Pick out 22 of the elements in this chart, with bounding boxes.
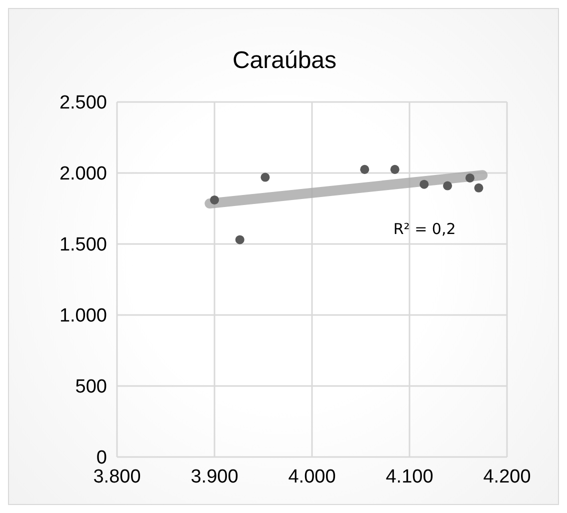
- x-tick-label: 3.900: [190, 466, 238, 488]
- y-tick-label: 1.000: [59, 306, 107, 327]
- x-tick-label: 4.000: [288, 466, 336, 488]
- point: [443, 181, 452, 190]
- point: [474, 183, 484, 192]
- y-tick-label: 2.000: [59, 164, 107, 185]
- y-tick-label: 1.500: [59, 234, 107, 256]
- point: [465, 173, 474, 182]
- point: [420, 180, 429, 189]
- y-tick-label: 500: [75, 376, 107, 398]
- x-tick-label: 3.800: [93, 466, 141, 488]
- x-tick-label: 4.100: [386, 466, 434, 488]
- point: [260, 172, 270, 182]
- annotation: R² = 0,2: [393, 220, 456, 238]
- point: [210, 195, 220, 204]
- x-tick-label: 4.200: [483, 466, 531, 488]
- point: [235, 235, 244, 244]
- point: [360, 164, 370, 174]
- point: [390, 164, 400, 174]
- y-tick-label: 2.500: [59, 92, 107, 114]
- y-tick-label: 0: [96, 448, 107, 469]
- chart-title: Caraúbas: [231, 47, 338, 75]
